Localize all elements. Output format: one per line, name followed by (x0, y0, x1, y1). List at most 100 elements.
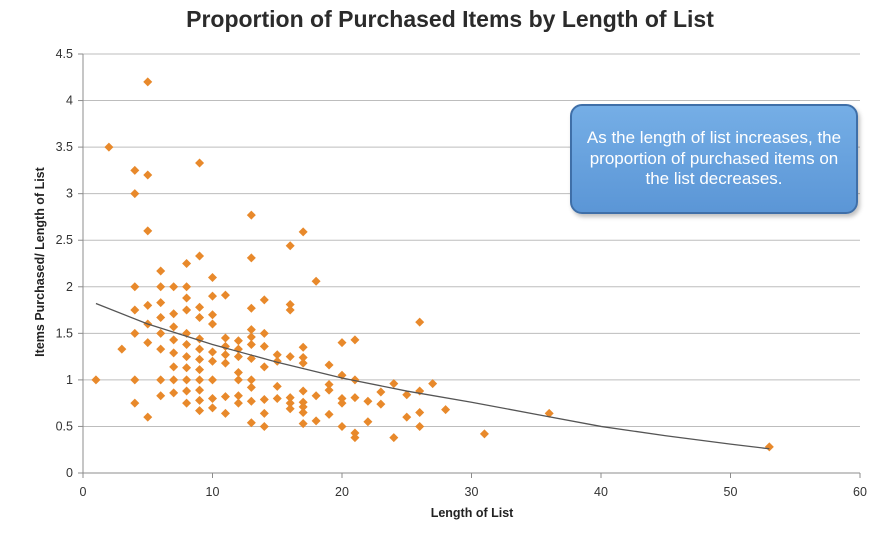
data-point (311, 276, 321, 286)
data-point (285, 305, 295, 315)
data-points (91, 77, 774, 452)
x-tick-labels: 0 10 20 30 40 50 60 (80, 485, 867, 499)
data-point (208, 394, 217, 404)
y-tick-label: 1.5 (56, 326, 73, 340)
data-point (337, 394, 347, 404)
data-point (195, 302, 205, 312)
data-point (285, 398, 295, 408)
data-point (156, 391, 166, 401)
data-point (208, 356, 217, 366)
data-point (285, 299, 295, 309)
data-point (415, 317, 425, 327)
data-point (195, 158, 205, 168)
data-point (169, 309, 179, 319)
data-point (156, 375, 166, 385)
data-point (298, 358, 308, 368)
data-point (389, 433, 399, 443)
data-point (764, 442, 774, 452)
data-point (324, 360, 334, 370)
data-point (169, 335, 179, 345)
data-point (195, 354, 205, 364)
annotation-callout: As the length of list increases, the pro… (570, 104, 858, 214)
data-point (298, 353, 308, 363)
data-point (195, 365, 205, 375)
data-point (428, 379, 438, 389)
data-point (272, 356, 282, 366)
data-point (298, 227, 308, 237)
data-point (195, 313, 205, 323)
data-point (220, 333, 230, 343)
data-point (156, 313, 166, 323)
data-point (285, 393, 295, 403)
data-point (402, 390, 412, 400)
data-point (220, 290, 230, 300)
data-point (363, 417, 373, 427)
data-point (259, 394, 269, 404)
data-point (376, 399, 386, 409)
data-point (130, 328, 140, 338)
data-point (143, 412, 153, 422)
data-point (220, 358, 230, 368)
data-point (182, 375, 192, 385)
y-tick-label: 0 (66, 466, 73, 480)
data-point (169, 348, 179, 358)
y-tick-label: 4.5 (56, 47, 73, 61)
data-point (272, 394, 282, 404)
data-point (233, 398, 243, 408)
data-point (259, 341, 269, 351)
data-point (104, 142, 114, 152)
data-point (285, 352, 295, 362)
data-point (208, 310, 217, 320)
data-point (143, 77, 153, 87)
data-point (272, 350, 282, 360)
data-point (156, 328, 166, 338)
data-point (182, 340, 192, 350)
data-point (337, 421, 347, 431)
x-tick-label: 30 (465, 485, 479, 499)
data-point (259, 421, 269, 431)
data-point (169, 282, 179, 292)
data-point (246, 253, 256, 263)
y-tick-label: 0.5 (56, 419, 73, 433)
data-point (233, 391, 243, 401)
data-point (285, 404, 295, 414)
data-point (182, 352, 192, 362)
data-point (143, 300, 153, 310)
data-point (182, 386, 192, 396)
data-point (246, 332, 256, 342)
data-point (298, 386, 308, 396)
data-point (259, 362, 269, 372)
data-point (156, 298, 166, 308)
data-point (130, 375, 140, 385)
data-point (182, 398, 192, 408)
data-point (143, 338, 153, 348)
data-point (285, 241, 295, 251)
data-point (220, 408, 230, 418)
data-point (389, 379, 399, 389)
y-tick-label: 2.5 (56, 233, 73, 247)
y-tick-labels: 0 0.5 1 1.5 2 2.5 3 3.5 4 4.5 (56, 47, 73, 480)
x-axis-label: Length of List (431, 506, 514, 520)
data-point (298, 419, 308, 429)
data-point (182, 363, 192, 373)
data-point (208, 291, 217, 301)
data-point (415, 421, 425, 431)
data-point (130, 282, 140, 292)
data-point (182, 282, 192, 292)
x-tick-label: 0 (80, 485, 87, 499)
data-point (233, 367, 243, 377)
y-tick-label: 3.5 (56, 140, 73, 154)
data-point (246, 210, 256, 220)
data-point (130, 305, 140, 315)
y-axis-label: Items Purchased/ Length of List (33, 166, 47, 356)
data-point (195, 385, 205, 395)
data-point (195, 375, 205, 385)
trendline (95, 302, 770, 450)
data-point (246, 325, 256, 335)
data-point (350, 375, 360, 385)
data-point (479, 429, 489, 439)
data-point (259, 295, 269, 305)
axes (78, 53, 861, 478)
data-point (415, 407, 425, 417)
